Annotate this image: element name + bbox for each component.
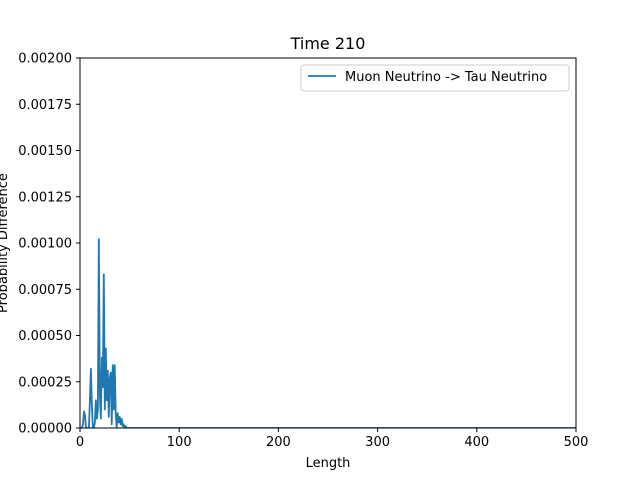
x-tick-label: 200 [266,435,291,450]
y-tick-label: 0.00150 [18,144,72,159]
x-axis: 0 100 200 300 400 500 [76,428,589,450]
y-axis: 0.00000 0.00025 0.00050 0.00075 0.00100 0.001… [18,52,80,437]
x-tick-label: 100 [167,435,192,450]
y-axis-label: Probability Difference [0,173,11,313]
x-axis-label: Length [306,456,351,471]
y-tick-label: 0.00000 [18,422,72,437]
legend-label: Muon Neutrino -> Tau Neutrino [345,70,547,85]
legend: Muon Neutrino -> Tau Neutrino [300,64,570,92]
x-tick-label: 400 [464,435,489,450]
legend-box [300,64,570,92]
y-tick-label: 0.00100 [18,237,72,252]
series-line-0 [80,238,576,428]
y-tick-label: 0.00200 [18,52,72,67]
y-tick-label: 0.00175 [18,98,72,113]
y-tick-label: 0.00075 [18,283,72,298]
x-tick-label: 500 [564,435,589,450]
x-tick-label: 0 [76,435,84,450]
y-tick-label: 0.00050 [18,329,72,344]
y-tick-label: 0.00125 [18,190,72,205]
y-tick-label: 0.00025 [18,375,72,390]
x-tick-label: 300 [365,435,390,450]
chart-title: Time 210 [290,34,366,53]
plot-area [80,238,576,428]
